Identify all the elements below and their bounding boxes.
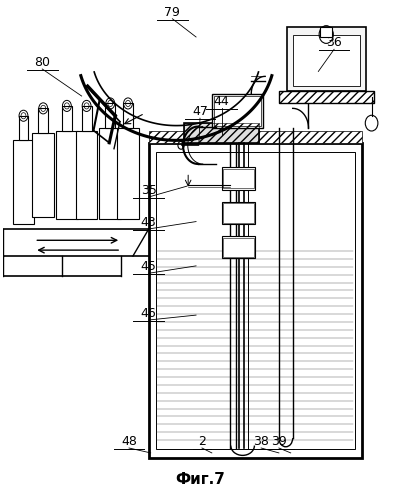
Bar <box>212 94 263 128</box>
Text: 44: 44 <box>214 96 230 108</box>
Bar <box>222 236 255 258</box>
Bar <box>320 27 332 37</box>
Bar <box>123 104 133 128</box>
Text: 46: 46 <box>141 307 156 320</box>
Bar <box>76 130 98 219</box>
Bar <box>279 91 374 104</box>
Text: 2: 2 <box>198 435 206 448</box>
Bar <box>156 152 355 449</box>
Text: Фиг.7: Фиг.7 <box>175 472 225 488</box>
Bar <box>222 202 255 224</box>
Bar <box>222 168 255 190</box>
Bar <box>117 128 139 219</box>
Bar <box>100 128 121 219</box>
Bar <box>293 34 360 86</box>
Bar <box>82 106 92 130</box>
Bar <box>287 27 366 91</box>
Bar <box>223 238 254 257</box>
Bar <box>184 123 259 143</box>
Text: 43: 43 <box>141 216 156 229</box>
Bar <box>13 140 34 224</box>
Bar <box>223 204 254 223</box>
Bar <box>223 169 254 188</box>
Bar <box>56 130 78 219</box>
Text: 39: 39 <box>271 435 287 448</box>
Text: 45: 45 <box>141 260 157 274</box>
Bar <box>149 143 362 458</box>
Bar <box>279 91 374 104</box>
Text: 35: 35 <box>141 184 157 197</box>
Bar <box>184 123 259 143</box>
Text: 36: 36 <box>326 36 342 50</box>
Text: 79: 79 <box>164 6 180 19</box>
Text: 48: 48 <box>121 435 137 448</box>
Text: 80: 80 <box>34 56 50 69</box>
Text: 38: 38 <box>253 435 269 448</box>
Bar <box>105 104 115 128</box>
Bar <box>149 130 362 143</box>
Bar <box>18 116 28 140</box>
Text: 47: 47 <box>192 105 208 118</box>
Bar <box>32 133 54 216</box>
Bar <box>62 106 72 130</box>
Bar <box>38 108 48 133</box>
Bar <box>214 96 261 126</box>
